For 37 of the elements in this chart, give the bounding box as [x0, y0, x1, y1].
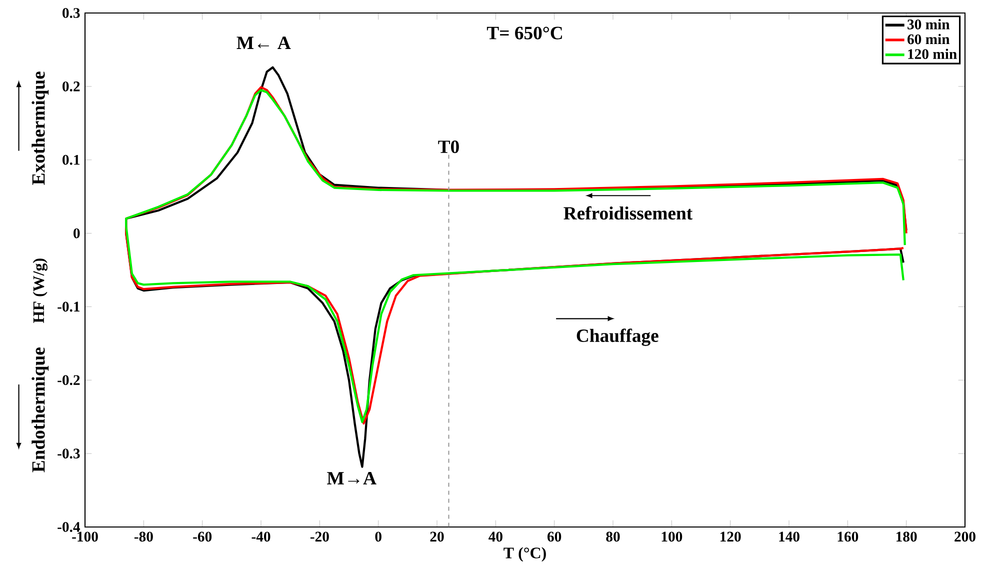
x-tick-label: 140: [779, 532, 800, 542]
x-tick-label: -80: [134, 532, 153, 542]
x-tick-label: 180: [896, 532, 917, 542]
y-tick-label: 0: [74, 228, 80, 238]
y-axis-title: HF (W/g): [32, 258, 48, 323]
legend-label: 120 min: [908, 48, 957, 60]
x-tick-label: 80: [606, 532, 620, 542]
x-axis-title: T (°C): [504, 547, 546, 562]
x-tick-label: 120: [720, 532, 741, 542]
y-tick-label: 0.3: [62, 8, 80, 18]
legend-label: 60 min: [908, 34, 950, 44]
ref-line-label: T0: [438, 140, 459, 154]
y-tick-label: 0.1: [62, 154, 80, 165]
x-tick-label: 200: [954, 532, 976, 542]
x-tick-label: -60: [193, 532, 212, 542]
x-tick-label: 160: [838, 532, 858, 542]
x-tick-label: -100: [72, 532, 98, 542]
x-tick-label: 100: [662, 532, 682, 542]
y-tick-label: 0.2: [62, 81, 80, 92]
text: T= 650°C: [486, 26, 562, 40]
y-tick-label: -0.4: [58, 522, 80, 532]
annotation: M← A: [236, 36, 291, 49]
x-tick-label: -40: [252, 532, 270, 542]
x-tick-label: 0: [375, 532, 382, 542]
text: Exothermique: [32, 72, 49, 185]
x-tick-label: 20: [430, 532, 444, 542]
annotation: M→A: [327, 472, 376, 484]
x-tick-label: 40: [488, 532, 502, 542]
x-tick-label: -20: [310, 532, 329, 542]
annotation: Chauffage: [576, 328, 658, 346]
text: 30 min: [908, 19, 950, 30]
y-tick-label: -0.2: [58, 375, 80, 386]
text: Endothermique: [32, 348, 49, 472]
y-tick-label: -0.1: [58, 302, 80, 312]
annotation: Refroidissement: [564, 206, 693, 220]
x-tick-label: 60: [548, 532, 562, 542]
y-tick-label: -0.3: [58, 448, 80, 459]
